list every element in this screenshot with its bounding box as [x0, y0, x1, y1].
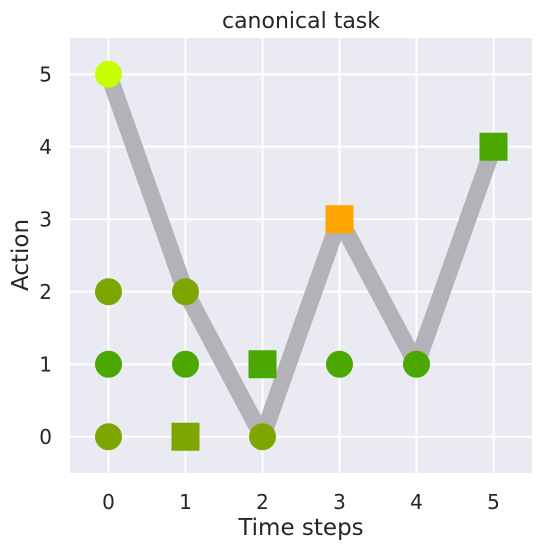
x-tick-labels: 0 1 2 3 4 5 [102, 490, 500, 514]
circle-marker [403, 350, 430, 378]
x-axis-label: Time steps [237, 515, 363, 541]
circle-marker [95, 60, 122, 88]
circle-marker [326, 350, 353, 378]
square-marker [171, 422, 200, 451]
chart-title: canonical task [222, 9, 380, 34]
square-marker [479, 132, 508, 161]
x-tick-label: 1 [179, 490, 192, 514]
x-tick-label: 5 [487, 490, 500, 514]
circle-marker [249, 423, 276, 451]
circle-marker [95, 278, 122, 306]
y-axis-label: Action [8, 219, 34, 291]
circle-marker [95, 350, 122, 378]
square-marker [248, 350, 277, 379]
circle-marker [95, 423, 122, 451]
square-marker [325, 205, 354, 234]
markers-layer [95, 60, 508, 451]
y-tick-label: 4 [39, 135, 52, 159]
trajectory-layer [100, 71, 502, 446]
y-tick-label: 2 [39, 280, 52, 304]
y-tick-label: 5 [39, 62, 52, 86]
x-tick-label: 4 [410, 490, 423, 514]
y-tick-label: 1 [39, 352, 52, 376]
trajectory-line [100, 71, 502, 446]
y-tick-label: 3 [39, 207, 52, 231]
circle-marker [172, 350, 199, 378]
x-tick-label: 3 [333, 490, 346, 514]
x-tick-label: 2 [256, 490, 269, 514]
y-tick-label: 0 [39, 425, 52, 449]
circle-marker [172, 278, 199, 306]
y-tick-labels: 0 1 2 3 4 5 [39, 62, 52, 449]
x-tick-label: 0 [102, 490, 115, 514]
grid-lines [70, 38, 532, 473]
